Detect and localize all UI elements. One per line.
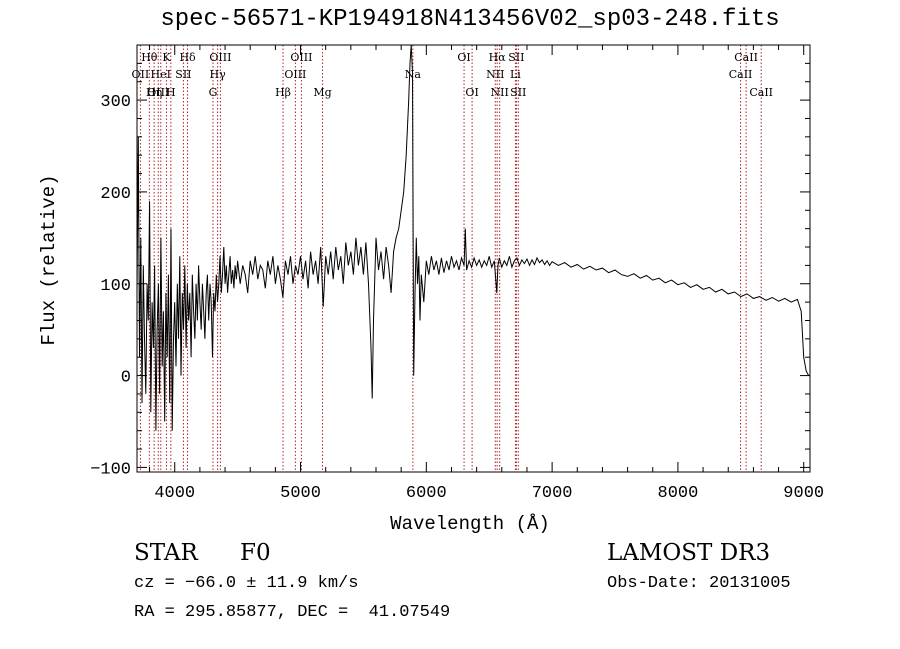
line-label: Li [510,68,521,81]
spectrum-series [136,44,810,431]
y-tick-label: 100 [100,277,131,296]
y-tick-label: −100 [90,460,131,479]
line-label: K [162,51,171,64]
line-label: Hη [146,86,162,99]
line-label: SII [510,86,526,99]
x-tick-label: 6000 [406,484,447,503]
line-label: Hβ [275,86,291,99]
y-tick-label: 200 [100,185,131,204]
line-label: SII [508,51,524,64]
line-label: Hγ [210,68,227,81]
chart-title: spec-56571-KP194918N413456V02_sp03-248.f… [160,6,780,33]
coordinates: RA = 295.85877, DEC = 41.07549 [134,603,451,622]
emission-line-labels: Hθ OII OIII HeI Hη K H Hδ SII OIII Hγ G Hβ OIII OIII Mg… [132,51,773,99]
line-label: CaII [734,51,758,64]
axis-ticks: 4000 5000 6000 7000 8000 9000 −100 0 100 200 300 [90,45,824,503]
line-label: Hθ [141,51,158,64]
line-label: NII [486,68,504,81]
line-label: OIII [284,68,306,81]
line-label: G [209,86,218,99]
x-tick-label: 8000 [658,484,699,503]
y-tick-label: 0 [121,369,131,388]
line-label: OI [465,86,478,99]
x-tick-label: 5000 [280,484,321,503]
line-label: OIII [209,51,231,64]
line-label: CaII [749,86,773,99]
line-label: OIII [290,51,312,64]
line-label: CaII [729,68,753,81]
object-subclass: F0 [240,540,271,566]
x-tick-label: 9000 [783,484,824,503]
x-tick-label: 4000 [154,484,195,503]
line-label: Na [405,68,422,81]
y-axis-label: Flux (relative) [38,174,60,345]
object-class: STAR [134,540,198,566]
line-label: NII [491,86,509,99]
obs-date: Obs-Date: 20131005 [607,574,791,593]
line-label: Hα [489,51,507,64]
line-label: SII [175,68,191,81]
x-axis-label: Wavelength (Å) [390,513,550,535]
y-tick-label: 300 [100,93,131,112]
line-label: Hδ [179,51,196,64]
line-label: OII [132,68,150,81]
line-label: H [166,86,176,99]
redshift-readout: cz = −66.0 ± 11.9 km/s [134,574,359,593]
line-label: OIII [147,86,169,99]
line-label: Mg [313,86,331,99]
line-label: OI [457,51,470,64]
x-tick-label: 7000 [532,484,573,503]
survey-name: LAMOST DR3 [607,540,771,566]
line-label: HeI [151,68,171,81]
